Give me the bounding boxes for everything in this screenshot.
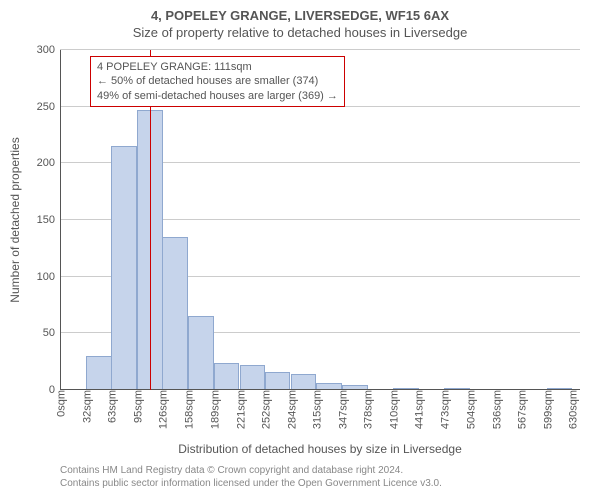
histogram-bar	[111, 146, 137, 390]
histogram-bar	[86, 356, 112, 390]
histogram-bar	[188, 316, 214, 390]
x-axis-line	[60, 389, 580, 390]
ytick-label: 250	[37, 101, 60, 113]
xtick-label: 158sqm	[181, 390, 196, 429]
annotation-line2: ← 50% of detached houses are smaller (37…	[97, 74, 338, 88]
xtick-label: 599sqm	[539, 390, 554, 429]
xtick-label: 32sqm	[79, 390, 94, 423]
xtick-label: 378sqm	[360, 390, 375, 429]
chart-footer: Contains HM Land Registry data © Crown c…	[60, 464, 442, 490]
plot-area: 0501001502002503000sqm32sqm63sqm95sqm126…	[60, 50, 580, 390]
y-axis-line	[60, 50, 61, 390]
histogram-bar	[291, 374, 317, 390]
xtick-label: 0sqm	[53, 390, 68, 417]
histogram-bar	[265, 372, 291, 390]
chart-title-desc: Size of property relative to detached ho…	[0, 23, 600, 40]
xtick-label: 63sqm	[104, 390, 119, 423]
histogram-bar	[162, 237, 188, 390]
xtick-label: 567sqm	[513, 390, 528, 429]
histogram-bar	[240, 365, 266, 390]
annotation-line3: 49% of semi-detached houses are larger (…	[97, 89, 338, 103]
xtick-label: 284sqm	[283, 390, 298, 429]
xtick-label: 410sqm	[386, 390, 401, 429]
xtick-label: 536sqm	[488, 390, 503, 429]
xtick-label: 126sqm	[155, 390, 170, 429]
chart-title-address: 4, POPELEY GRANGE, LIVERSEDGE, WF15 6AX	[0, 0, 600, 23]
annotation-line1: 4 POPELEY GRANGE: 111sqm	[97, 60, 338, 74]
gridline	[60, 49, 580, 50]
ytick-label: 300	[37, 44, 60, 56]
annotation-box: 4 POPELEY GRANGE: 111sqm← 50% of detache…	[90, 56, 345, 107]
xtick-label: 504sqm	[462, 390, 477, 429]
footer-line1: Contains HM Land Registry data © Crown c…	[60, 464, 442, 477]
xtick-label: 252sqm	[257, 390, 272, 429]
xtick-label: 347sqm	[334, 390, 349, 429]
y-axis-label: Number of detached properties	[8, 137, 22, 302]
histogram-bar	[214, 363, 240, 390]
xtick-label: 315sqm	[308, 390, 323, 429]
xtick-label: 473sqm	[437, 390, 452, 429]
xtick-label: 221sqm	[232, 390, 247, 429]
xtick-label: 441sqm	[411, 390, 426, 429]
ytick-label: 150	[37, 214, 60, 226]
ytick-label: 200	[37, 157, 60, 169]
ytick-label: 50	[43, 327, 60, 339]
xtick-label: 95sqm	[130, 390, 145, 423]
ytick-label: 100	[37, 271, 60, 283]
xtick-label: 630sqm	[564, 390, 579, 429]
footer-line2: Contains public sector information licen…	[60, 477, 442, 490]
xtick-label: 189sqm	[206, 390, 221, 429]
x-axis-label: Distribution of detached houses by size …	[60, 442, 580, 456]
